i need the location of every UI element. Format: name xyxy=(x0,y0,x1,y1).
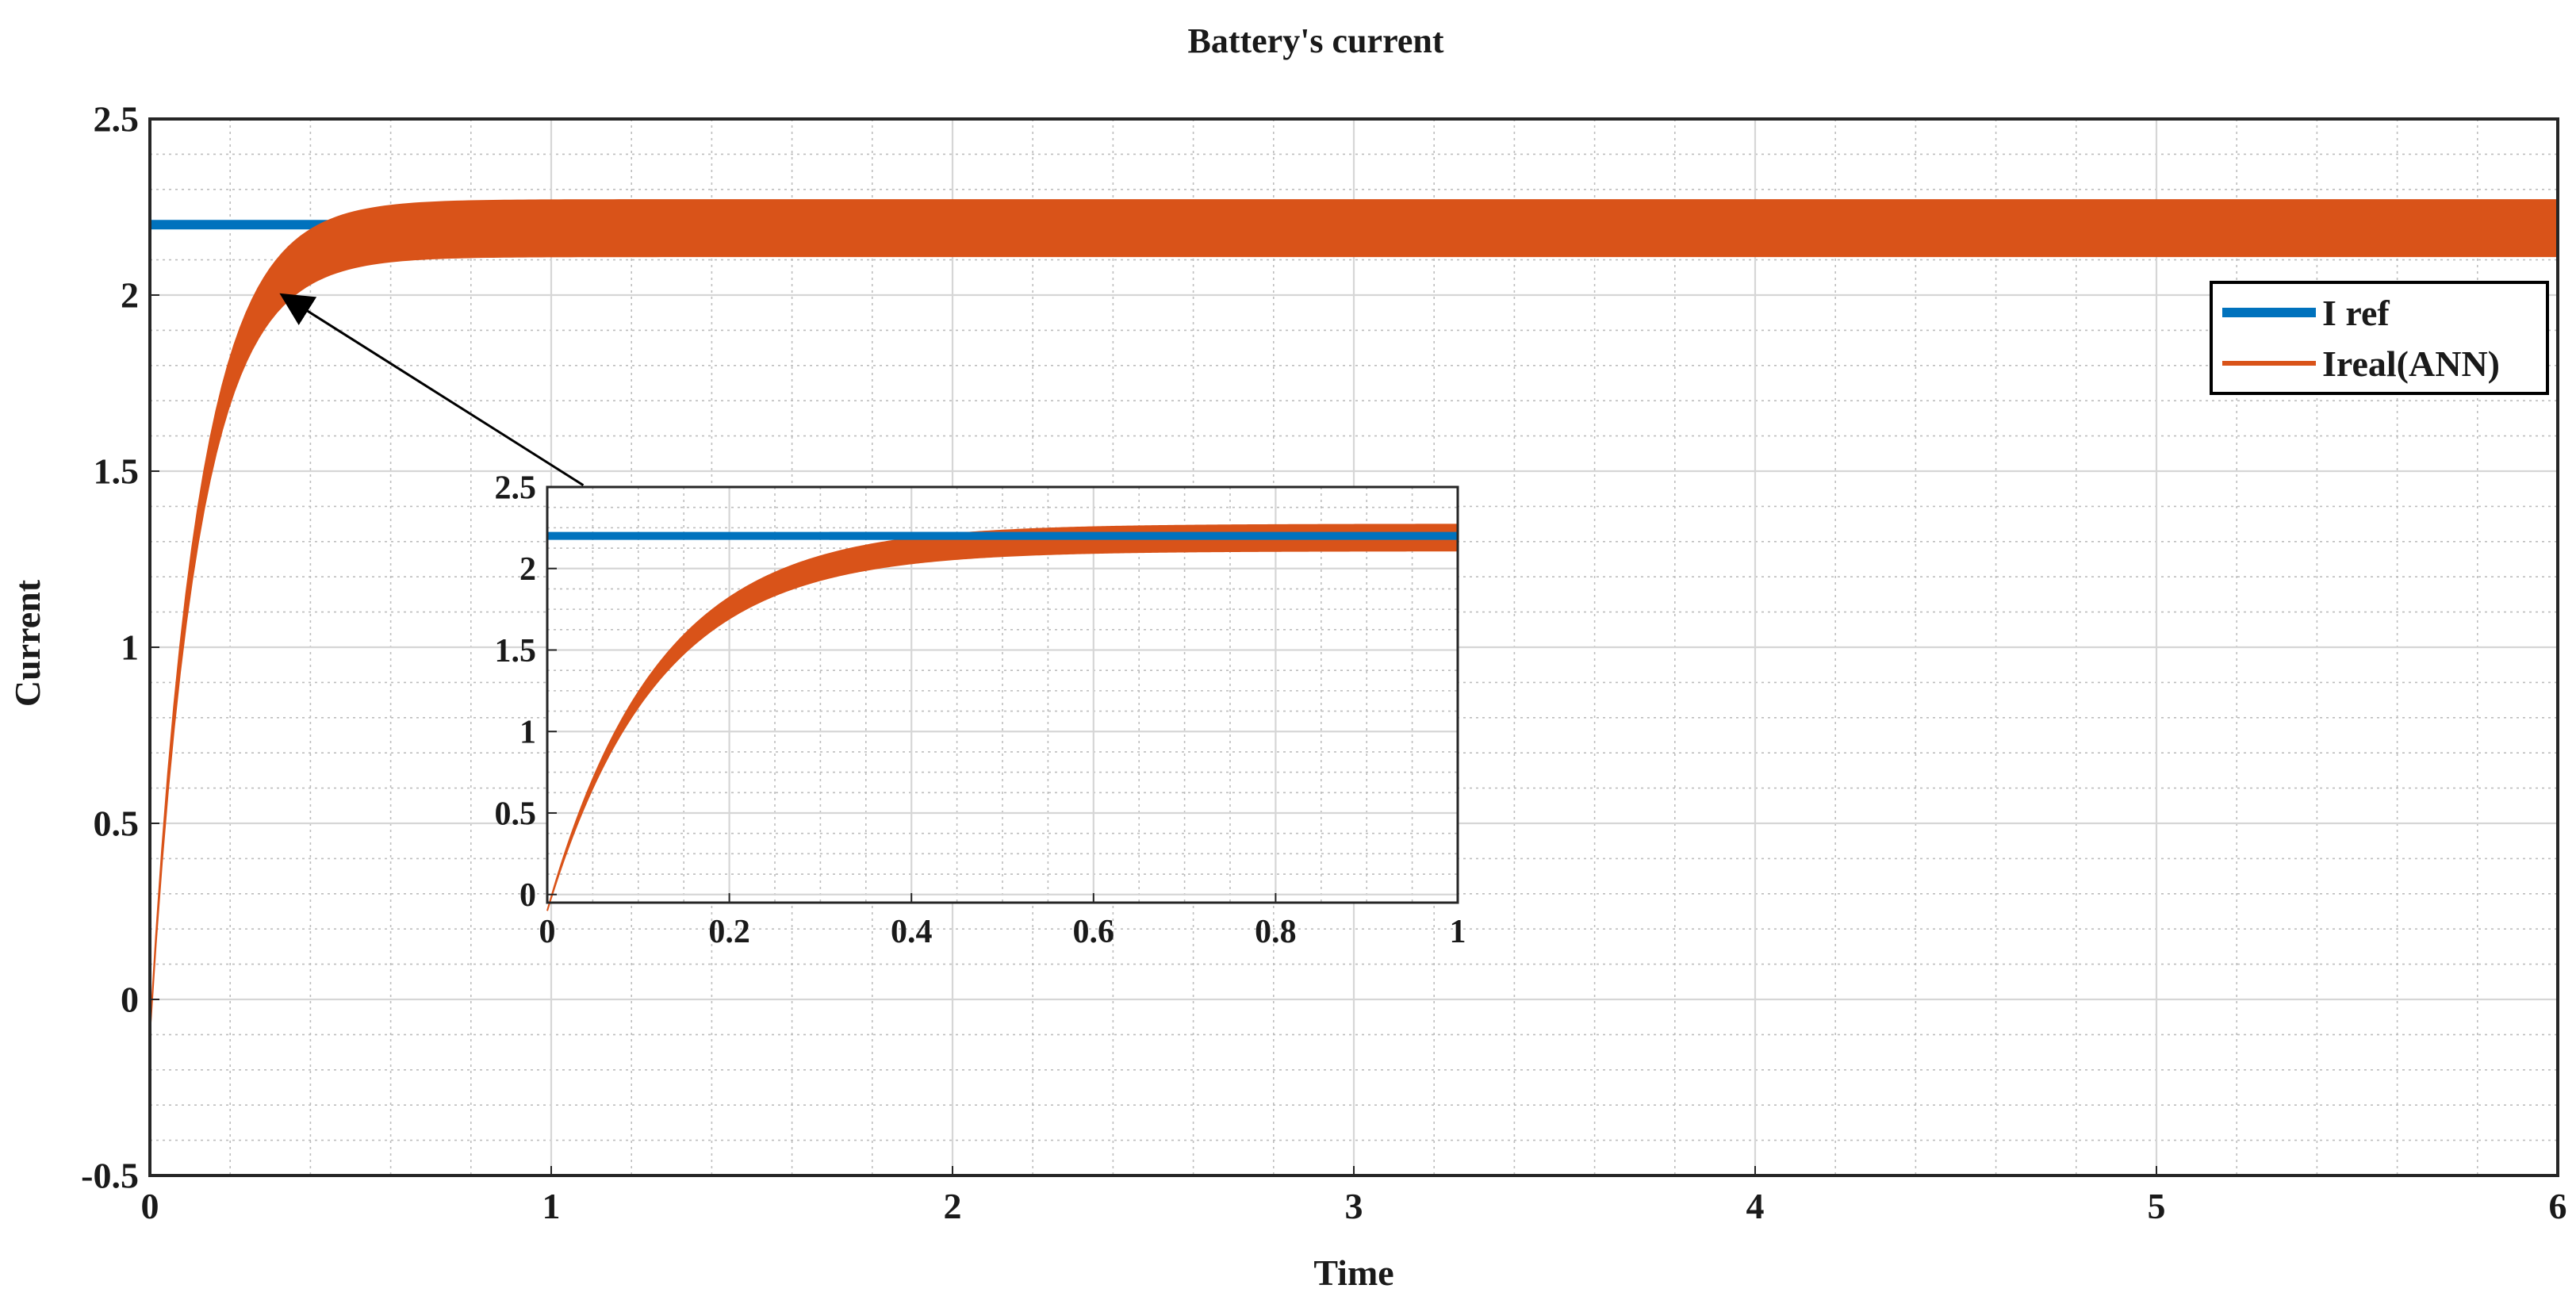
main-ytick-label: 1.5 xyxy=(94,451,140,492)
main-ytick-label: 0.5 xyxy=(94,803,140,844)
main-ytick-label: 1 xyxy=(121,627,139,668)
zoom-arrow xyxy=(279,293,585,487)
zoom-annotation xyxy=(279,293,585,487)
inset-xtick-label: 0.8 xyxy=(1255,914,1297,950)
main-ytick-label: 2 xyxy=(121,275,139,316)
main-xtick-label: 0 xyxy=(141,1186,159,1226)
inset-ytick-label: 0.5 xyxy=(495,796,537,832)
inset-axes-frame xyxy=(546,485,1459,904)
inset-ytick-label: 1 xyxy=(519,715,536,751)
inset-major-grid xyxy=(546,485,1459,903)
y-axis-label: Current xyxy=(7,579,48,707)
legend-label-ireal-ann: Ireal(ANN) xyxy=(2322,343,2500,384)
main-xtick-label: 2 xyxy=(944,1186,962,1226)
inset-ytick-label: 2.5 xyxy=(495,470,537,506)
inset-xtick-label: 1 xyxy=(1450,914,1466,950)
main-xtick-label: 1 xyxy=(542,1186,561,1226)
legend-label-i-ref: I ref xyxy=(2322,293,2390,333)
inset-xtick-label: 0.4 xyxy=(891,914,933,950)
x-axis-label: Time xyxy=(1313,1252,1393,1293)
chart-title: Battery's current xyxy=(1188,21,1444,60)
inset-plot-area: 0 0.2 0.4 0.6 0.8 1 0 0.5 1 1.5 2 2.5 xyxy=(495,470,1466,950)
main-xtick-label: 6 xyxy=(2549,1186,2567,1226)
inset-xtick-label: 0.6 xyxy=(1073,914,1115,950)
inset-ytick-label: 1.5 xyxy=(495,633,537,669)
main-ytick-label: 0 xyxy=(121,980,139,1020)
main-xtick-label: 4 xyxy=(1746,1186,1765,1226)
main-ytick-label: -0.5 xyxy=(81,1156,139,1196)
inset-ytick-label: 0 xyxy=(519,877,536,914)
legend-box xyxy=(2210,281,2549,395)
main-ytick-label: 2.5 xyxy=(94,99,140,140)
inset-xtick-label: 0.2 xyxy=(708,914,750,950)
legend: I ref Ireal(ANN) xyxy=(2210,281,2549,395)
main-xtick-label: 5 xyxy=(2148,1186,2166,1226)
main-xtick-label: 3 xyxy=(1345,1186,1363,1226)
inset-xtick-label: 0 xyxy=(539,914,556,950)
inset-ytick-label: 2 xyxy=(519,551,536,588)
